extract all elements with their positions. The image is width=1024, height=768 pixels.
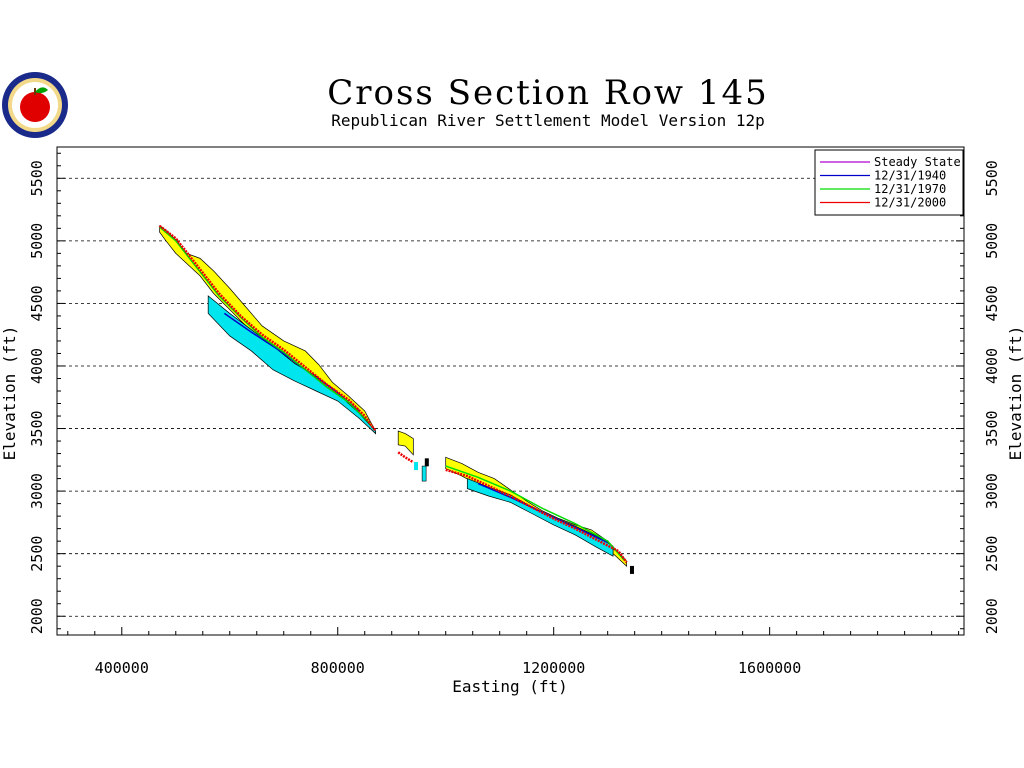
- legend-label: 12/31/1940: [874, 169, 946, 183]
- series-line-12-31-2000: [158, 224, 377, 432]
- y-tick-label-left: 2000: [28, 598, 46, 634]
- point-marker: [629, 565, 634, 574]
- y-tick-label-right: 3000: [983, 473, 1001, 509]
- y-axis-label-right: Elevation (ft): [1006, 326, 1024, 461]
- series-line-12-31-2000: [397, 451, 414, 464]
- y-tick-label-left: 3500: [28, 410, 46, 446]
- y-tick-label-right: 4000: [983, 348, 1001, 384]
- series-line-12-31-1970: [445, 465, 625, 561]
- x-tick-label: 1200000: [522, 659, 585, 677]
- point-markers: [414, 458, 634, 574]
- lower-aquifer-band: [466, 478, 614, 557]
- legend-label: 12/31/2000: [874, 196, 946, 210]
- legend-box: [814, 149, 964, 216]
- seal-logo-icon: [2, 72, 68, 138]
- y-tick-label-left: 4000: [28, 348, 46, 384]
- y-tick-label-right: 2500: [983, 536, 1001, 572]
- y-tick-label-right: 5000: [983, 223, 1001, 259]
- series-line-12-31-2000: [445, 468, 628, 564]
- plot-frame: [56, 146, 965, 636]
- lower-aquifer-band: [421, 465, 427, 482]
- y-tick-label-left: 2500: [28, 536, 46, 572]
- legend-label: 12/31/1970: [874, 182, 946, 196]
- y-tick-label-left: 3000: [28, 473, 46, 509]
- y-axis-label-left: Elevation (ft): [0, 326, 19, 461]
- y-tick-label-left: 4500: [28, 285, 46, 321]
- x-tick-label: 400000: [95, 659, 149, 677]
- x-tick-label: 1600000: [738, 659, 801, 677]
- y-axis-ticks: 2000 2000 2500 2500 3000 3000 3500 3500 4000 4000…: [28, 152, 1001, 634]
- y-tick-label-right: 4500: [983, 285, 1001, 321]
- gridlines: [57, 177, 964, 617]
- point-marker: [424, 458, 429, 467]
- y-tick-label-left: 5000: [28, 223, 46, 259]
- legend-label: Steady State: [874, 155, 961, 169]
- legend: Steady State12/31/194012/31/197012/31/20…: [814, 149, 964, 216]
- land-surface-band: [397, 430, 414, 456]
- x-tick-label: 800000: [311, 659, 365, 677]
- lower-aquifer-band: [207, 295, 376, 435]
- chart-title: Cross Section Row 145: [327, 73, 768, 113]
- y-tick-label-right: 3500: [983, 410, 1001, 446]
- y-tick-label-right: 2000: [983, 598, 1001, 634]
- series-lines: [158, 224, 628, 564]
- x-axis-label: Easting (ft): [452, 677, 568, 696]
- series-line-12-31-1970: [159, 226, 371, 425]
- x-axis-ticks: 400000 800000 1200000 1600000: [67, 627, 960, 677]
- y-tick-label-right: 5500: [983, 160, 1001, 196]
- y-tick-label-left: 5500: [28, 160, 46, 196]
- chart-subtitle: Republican River Settlement Model Versio…: [331, 111, 764, 130]
- point-marker: [414, 462, 419, 471]
